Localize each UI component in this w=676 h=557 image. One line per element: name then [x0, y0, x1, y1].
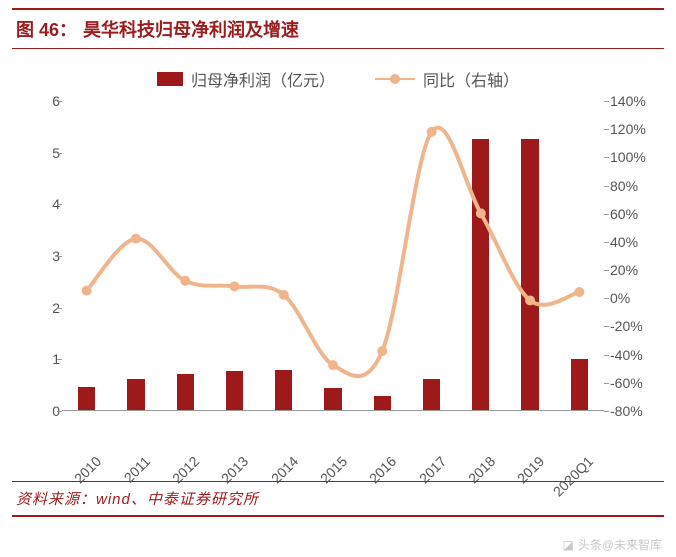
y-left-tick-label: 0	[12, 403, 60, 419]
source-label: 资料来源：	[16, 491, 96, 508]
figure-container: 图 46： 昊华科技归母净利润及增速 归母净利润（亿元） 同比（右轴） 0 1 2 3 4…	[0, 0, 676, 557]
y-right-tick-label: 20%	[610, 262, 658, 278]
y-right-tick-label: 80%	[610, 178, 658, 194]
legend-item-bar: 归母净利润（亿元）	[157, 67, 335, 91]
y-right-tick-label: -20%	[610, 318, 658, 334]
y-right-tick-label: -60%	[610, 375, 658, 391]
legend-swatch-line	[375, 78, 415, 80]
legend-label-line: 同比（右轴）	[423, 67, 519, 91]
y-left-tick-label: 6	[12, 93, 60, 109]
watermark-icon: ◪	[562, 538, 573, 552]
y-right-tick-label: 0%	[610, 290, 658, 306]
y-left-tick-label: 4	[12, 196, 60, 212]
y-right-tick-label: 140%	[610, 93, 658, 109]
figure-number: 图 46：	[16, 20, 77, 40]
figure-title: 昊华科技归母净利润及增速	[83, 20, 299, 40]
y-right-tick-label: 100%	[610, 149, 658, 165]
y-left-tick-label: 3	[12, 248, 60, 264]
plot-region	[62, 101, 604, 411]
y-right-tick-label: 120%	[610, 121, 658, 137]
legend-swatch-bar	[157, 72, 183, 86]
y-left-tick-label: 5	[12, 145, 60, 161]
chart-legend: 归母净利润（亿元） 同比（右轴）	[12, 49, 664, 101]
y-left-tick-label: 2	[12, 300, 60, 316]
y-right-tick-label: 60%	[610, 206, 658, 222]
chart-area: 0123456-80%-60%-40%-20%0%20%40%60%80%100…	[12, 101, 664, 481]
watermark: ◪ 头条@未来智库	[562, 536, 662, 553]
legend-label-bar: 归母净利润（亿元）	[191, 67, 335, 91]
y-right-tick-label: -80%	[610, 403, 658, 419]
source-text: wind、中泰证券研究所	[96, 491, 259, 508]
y-left-tick-label: 1	[12, 351, 60, 367]
legend-item-line: 同比（右轴）	[375, 67, 519, 91]
y-right-tick-label: -40%	[610, 347, 658, 363]
watermark-text: 头条@未来智库	[578, 538, 662, 552]
line-series	[62, 101, 604, 410]
figure-title-bar: 图 46： 昊华科技归母净利润及增速	[12, 8, 664, 49]
x-tick-label: 2011	[121, 453, 154, 486]
y-right-tick-label: 40%	[610, 234, 658, 250]
